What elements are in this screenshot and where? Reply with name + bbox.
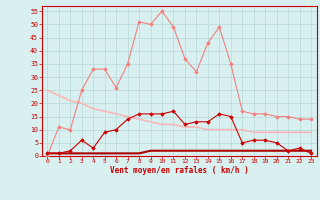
X-axis label: Vent moyen/en rafales ( km/h ): Vent moyen/en rafales ( km/h ) (110, 166, 249, 175)
